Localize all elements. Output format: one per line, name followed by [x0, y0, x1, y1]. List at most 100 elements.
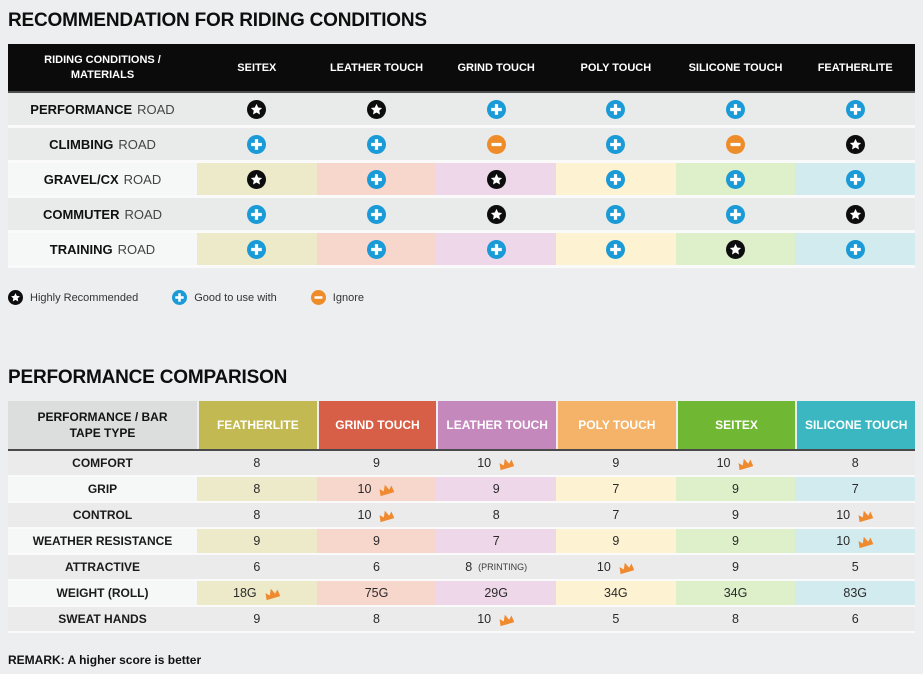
score-value: 9: [373, 534, 380, 548]
riding-table-row: CLIMBING ROAD: [8, 128, 915, 163]
score-cell: 9: [556, 529, 676, 553]
score-value: 10: [716, 456, 731, 470]
plus-icon: [486, 99, 506, 119]
performance-table-row: WEATHER RESISTANCE 9 9 7 9 9 10: [8, 529, 916, 555]
score-cell: 10: [795, 529, 916, 553]
performance-table: PERFORMANCE / BAR TAPE TYPE FEATHERLITE G…: [8, 401, 916, 633]
score-value: 7: [851, 482, 859, 496]
score-value: 8: [253, 456, 261, 470]
plus-icon: [845, 239, 865, 259]
score-cell: 9: [676, 503, 796, 527]
score-cell: 10: [556, 555, 676, 579]
performance-table-row: ATTRACTIVE 6 6 8 (PRINTING) 10 9 5: [8, 555, 915, 581]
star-icon: [367, 99, 386, 119]
riding-row-label-rest: ROAD: [124, 206, 163, 222]
recommendation-cell: [676, 93, 796, 125]
score-value: 5: [612, 612, 620, 626]
riding-row-label-bold: TRAINING: [49, 241, 113, 257]
riding-column-header: SILICONE TOUCH: [688, 61, 783, 74]
score-cell: 34G: [675, 581, 796, 605]
recommendation-cell: [197, 198, 317, 230]
score-value: 34G: [604, 586, 628, 600]
plus-icon: [367, 239, 386, 259]
score-cell: 8: [795, 451, 915, 475]
recommendation-cell: [317, 198, 437, 230]
plus-icon: [606, 134, 626, 154]
star-icon: [486, 169, 506, 189]
score-value: 6: [851, 612, 859, 626]
score-value: 8: [465, 560, 473, 574]
recommendation-cell: [556, 93, 676, 125]
recommendation-cell: [795, 128, 915, 160]
riding-table-row: PERFORMANCE ROAD: [8, 93, 915, 128]
performance-column-header: LEATHER TOUCH: [438, 401, 557, 449]
crown-icon: [736, 455, 756, 470]
recommendation-cell: [197, 93, 317, 125]
score-value: 9: [732, 534, 739, 548]
recommendation-cell: [436, 93, 556, 125]
score-value: 8: [492, 508, 500, 522]
plus-icon: [247, 134, 267, 154]
riding-table-row: COMMUTER ROAD: [8, 198, 915, 233]
performance-table-row: GRIP 8 10 9 7 9 7: [8, 477, 916, 503]
score-cell: 10: [436, 451, 556, 475]
riding-row-label: GRAVEL/CX ROAD: [8, 163, 197, 195]
score-value: 7: [492, 534, 500, 548]
score-cell: 10: [795, 503, 915, 527]
score-cell: 7: [556, 503, 676, 527]
riding-row-label-bold: GRAVEL/CX: [43, 171, 119, 187]
score-value: 9: [612, 534, 620, 548]
score-cell: 9: [316, 529, 437, 553]
minus-icon: [486, 134, 506, 154]
score-cell: 75G: [316, 581, 437, 605]
legend-label: Ignore: [332, 291, 364, 304]
performance-column-header: POLY TOUCH: [558, 401, 676, 449]
riding-table-header: RIDING CONDITIONS / MATERIALS SEITEX LEAT…: [8, 44, 915, 93]
riding-row-label-rest: ROAD: [137, 101, 175, 117]
recommendation-cell: [197, 233, 317, 265]
riding-row-label: COMMUTER ROAD: [8, 198, 197, 230]
recommendation-cell: [556, 233, 676, 265]
score-cell: 34G: [556, 581, 676, 605]
riding-row-label-rest: ROAD: [117, 241, 156, 257]
legend: Highly Recommended Good to use with Ignore: [8, 290, 915, 305]
performance-table-body: COMFORT 8 9 10 9 10 8 GRIP 8 10 9 7 9 7 CONTROL 8 10 8 7 9 1…: [8, 451, 916, 633]
score-cell: 9: [556, 451, 676, 475]
riding-row-label-bold: PERFORMANCE: [30, 101, 133, 117]
plus-icon: [486, 239, 506, 259]
riding-table-row: TRAINING ROAD: [8, 233, 916, 268]
crown-icon: [262, 585, 282, 600]
score-value: 10: [477, 456, 492, 470]
plus-icon: [172, 290, 188, 305]
score-value: 10: [836, 508, 851, 522]
plus-icon: [606, 99, 626, 119]
recommendation-cell: [436, 198, 556, 230]
score-value: 18G: [233, 586, 257, 600]
riding-conditions-table: RIDING CONDITIONS / MATERIALS SEITEX LEAT…: [8, 44, 916, 268]
performance-table-row: COMFORT 8 9 10 9 10 8: [8, 451, 915, 477]
score-suffix: (PRINTING): [478, 562, 528, 572]
star-icon: [845, 204, 865, 224]
recommendation-cell: [317, 93, 437, 125]
star-icon: [247, 99, 267, 119]
recommendation-cell: [197, 128, 317, 160]
minus-icon: [310, 290, 326, 305]
recommendation-cell: [675, 163, 796, 195]
score-value: 9: [732, 482, 739, 496]
score-cell: 9: [675, 529, 796, 553]
score-cell: 8: [317, 607, 437, 631]
plus-icon: [845, 99, 865, 119]
recommendation-cell: [556, 198, 676, 230]
performance-table-header: PERFORMANCE / BAR TAPE TYPE FEATHERLITE G…: [8, 401, 916, 451]
plus-icon: [367, 204, 386, 224]
score-value: 29G: [484, 586, 508, 600]
plus-icon: [606, 204, 626, 224]
score-value: 9: [732, 508, 739, 522]
riding-row-label-rest: ROAD: [118, 136, 156, 152]
score-cell: 9: [197, 529, 317, 553]
score-value: 10: [357, 482, 372, 496]
score-cell: 7: [795, 477, 916, 501]
recommendation-cell: [795, 233, 916, 265]
score-cell: 8: [197, 477, 317, 501]
recommendation-cell: [317, 128, 437, 160]
